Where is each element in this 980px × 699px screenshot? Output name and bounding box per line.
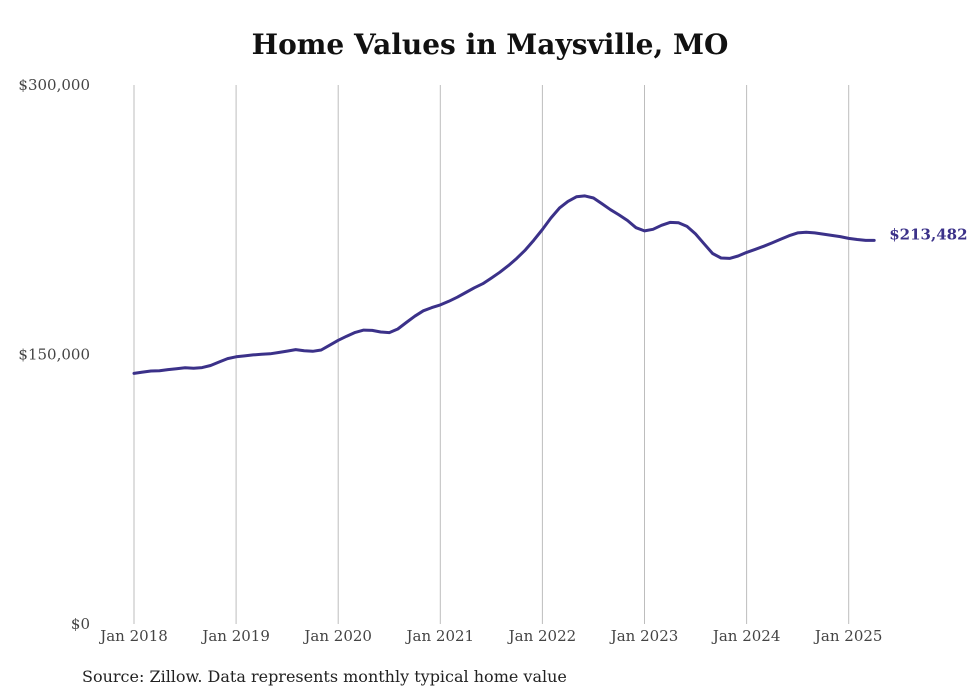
- series-layer: $213,482: [132, 194, 968, 375]
- source-note: Source: Zillow. Data represents monthly …: [82, 667, 567, 686]
- series-line-0: [132, 194, 876, 375]
- x-tick-label: Jan 2021: [405, 627, 475, 645]
- x-tick-label: Jan 2023: [609, 627, 679, 645]
- x-tick-label: Jan 2024: [711, 627, 781, 645]
- y-tick-label: $150,000: [18, 346, 90, 364]
- y-axis-ticks: $0 $150,000 $300,000: [18, 76, 90, 633]
- x-axis-ticks: Jan 2018 Jan 2019 Jan 2020 Jan 2021 Jan 2022…: [98, 627, 882, 645]
- x-tick-label: Jan 2022: [507, 627, 577, 645]
- x-tick-label: Jan 2020: [302, 627, 372, 645]
- line-chart: $0$150,000$300,000 Jan 2018 Jan 2019 Jan 2…: [18, 76, 968, 645]
- end-value-label: $213,482: [889, 225, 967, 243]
- y-tick-label: $0: [71, 615, 90, 633]
- x-tick-label: Jan 2019: [200, 627, 270, 645]
- y-tick-label: $300,000: [18, 76, 90, 94]
- x-tick-label: Jan 2025: [813, 627, 883, 645]
- gridlines: [133, 85, 850, 624]
- chart-title: Home Values in Maysville, MO: [251, 28, 729, 61]
- x-tick-label: Jan 2018: [98, 627, 168, 645]
